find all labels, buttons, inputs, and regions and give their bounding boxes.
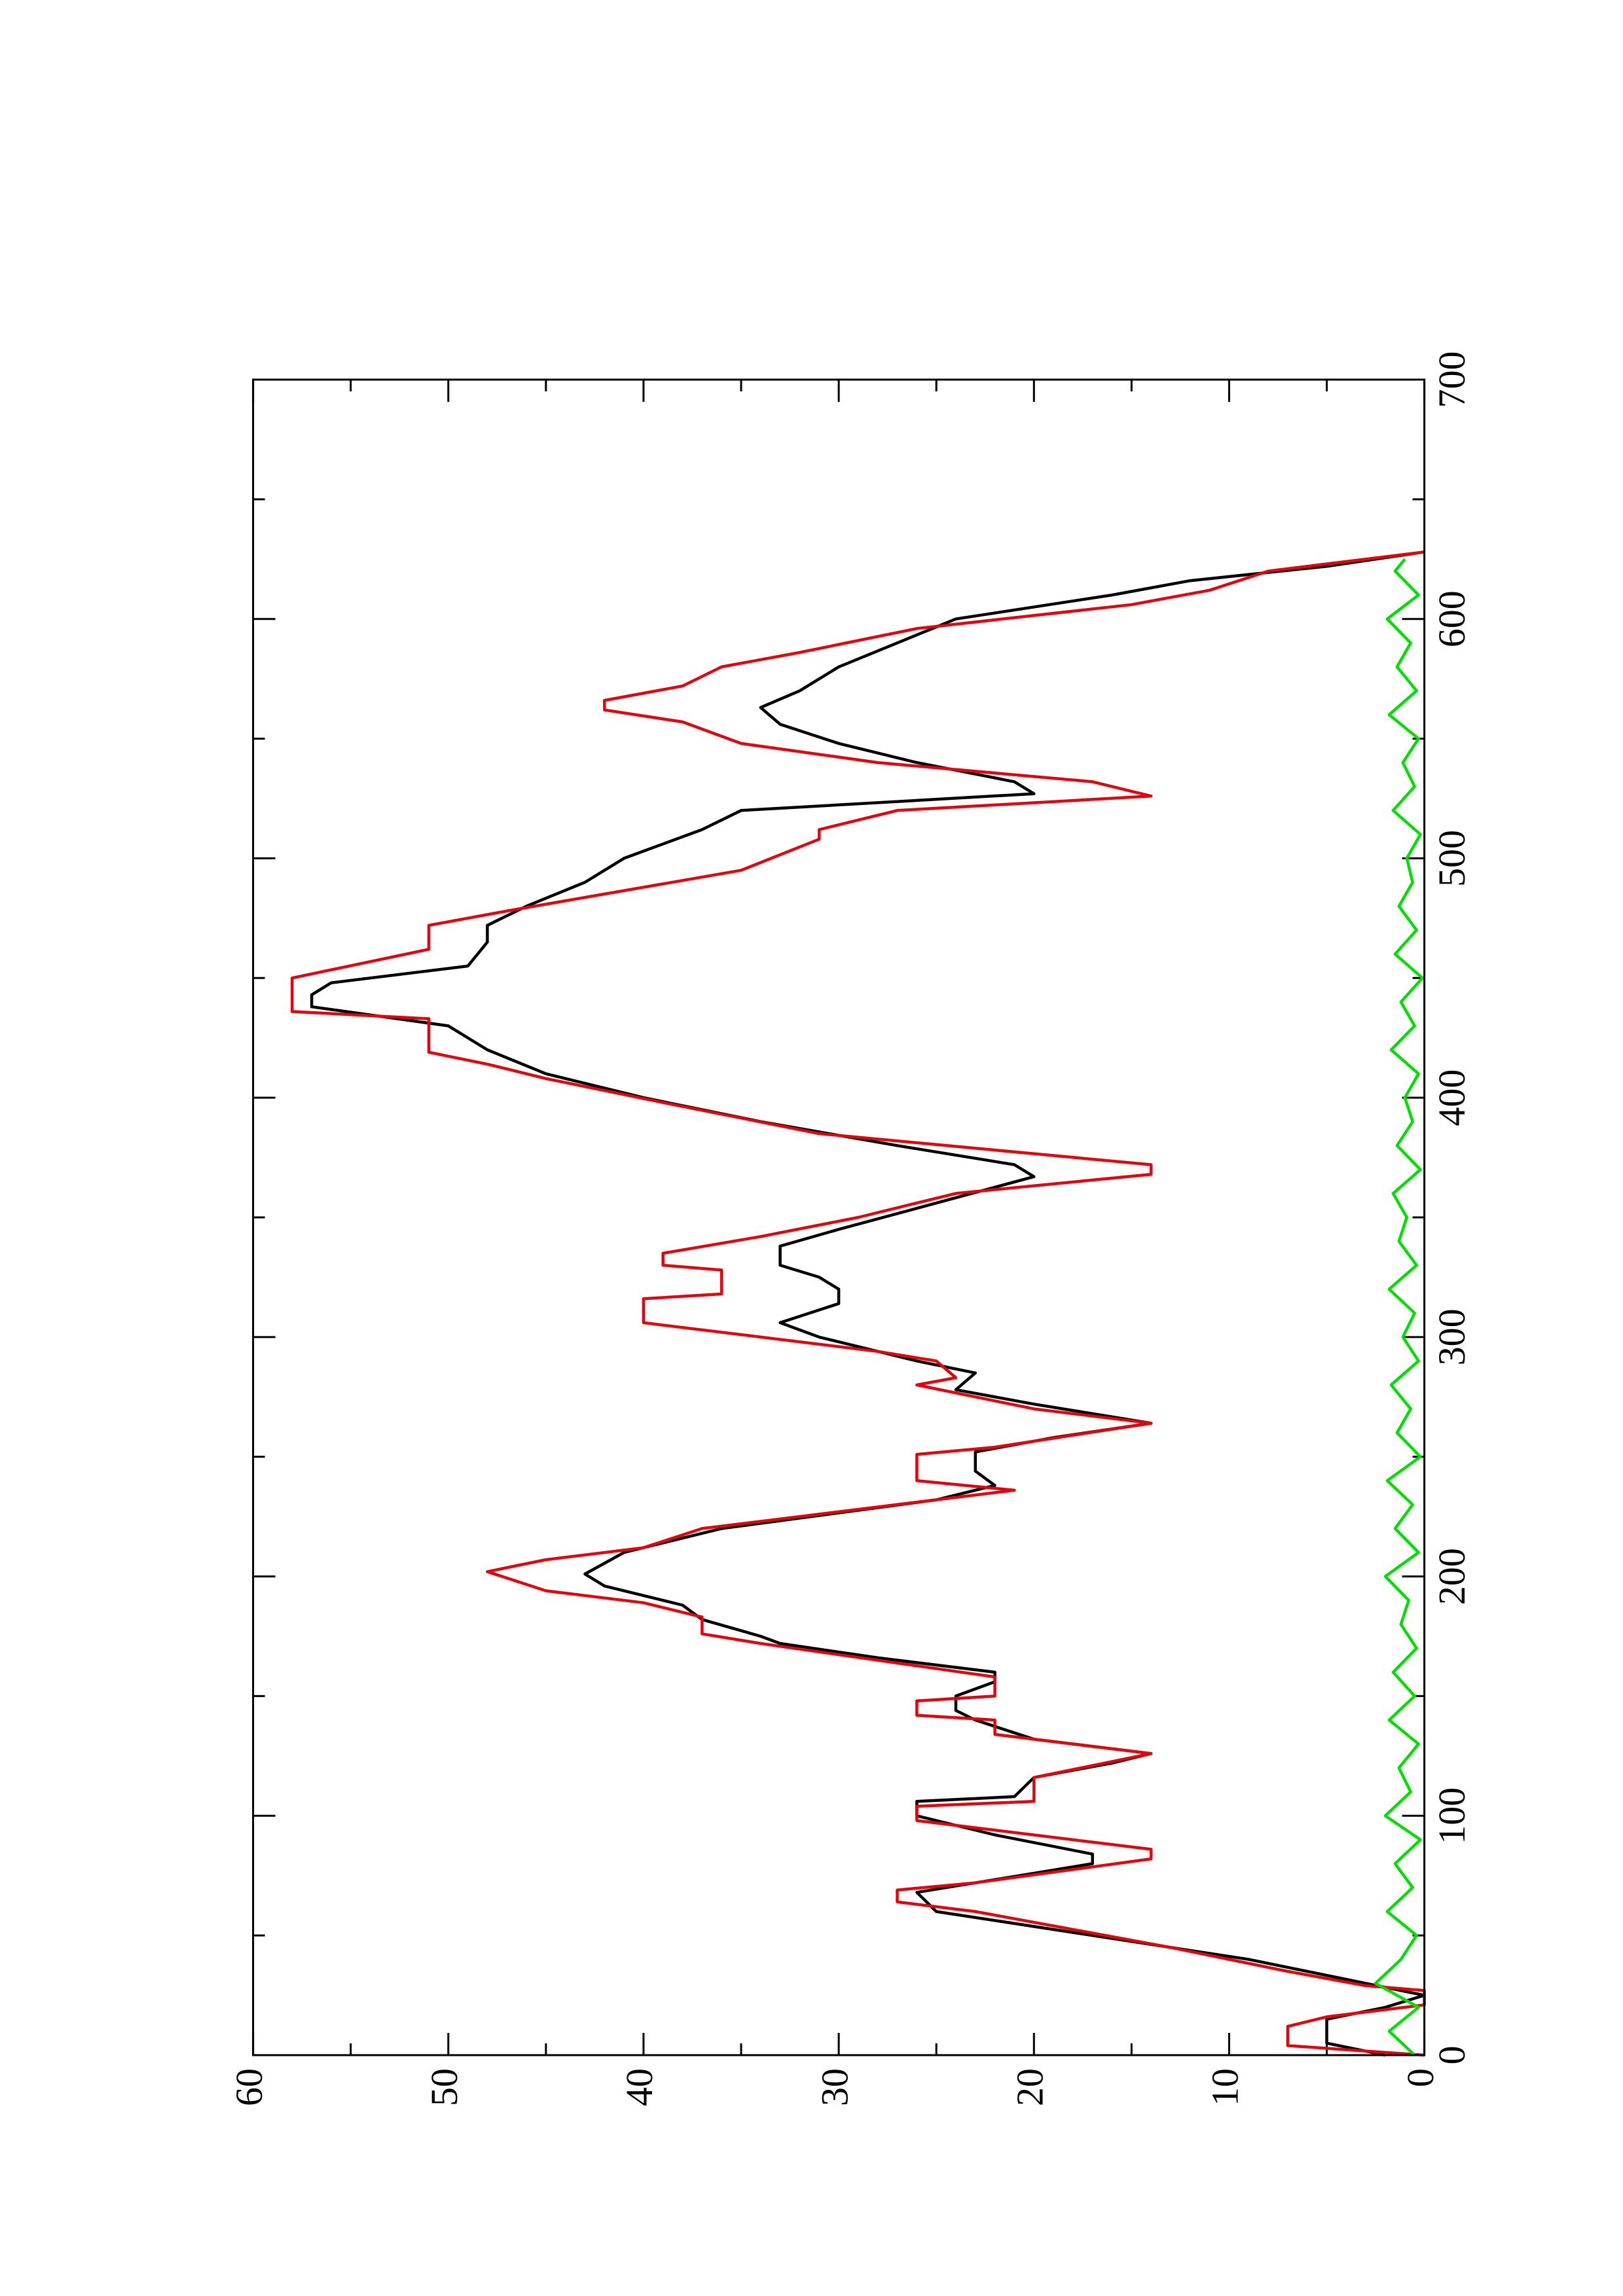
plot-frame — [252, 378, 1426, 2056]
x-tick-label: 400 — [1431, 1069, 1473, 1126]
y-tick-label: 20 — [1009, 2068, 1051, 2106]
series-line — [290, 550, 1426, 2057]
y-tick-label: 30 — [813, 2068, 856, 2106]
x-tick-label: 200 — [1431, 1548, 1473, 1605]
y-tick-label: 40 — [618, 2068, 661, 2106]
x-tick-label: 600 — [1431, 590, 1473, 647]
y-tick-label: 0 — [1399, 2068, 1442, 2087]
y-tick-label: 60 — [228, 2068, 270, 2106]
x-tick-label: 300 — [1431, 1308, 1473, 1365]
x-tick-label: 0 — [1431, 2046, 1473, 2065]
chart: 0 100 200 300 400 500 600 700 0 10 20 30 40 50 60 — [228, 351, 1473, 2107]
x-tick-label: 700 — [1431, 351, 1473, 408]
x-tick-label: 100 — [1431, 1787, 1473, 1844]
y-tick-label: 50 — [423, 2068, 465, 2106]
series-line — [1374, 558, 1424, 2056]
x-tick-label: 500 — [1431, 830, 1473, 887]
y-tick-label: 10 — [1204, 2068, 1247, 2106]
